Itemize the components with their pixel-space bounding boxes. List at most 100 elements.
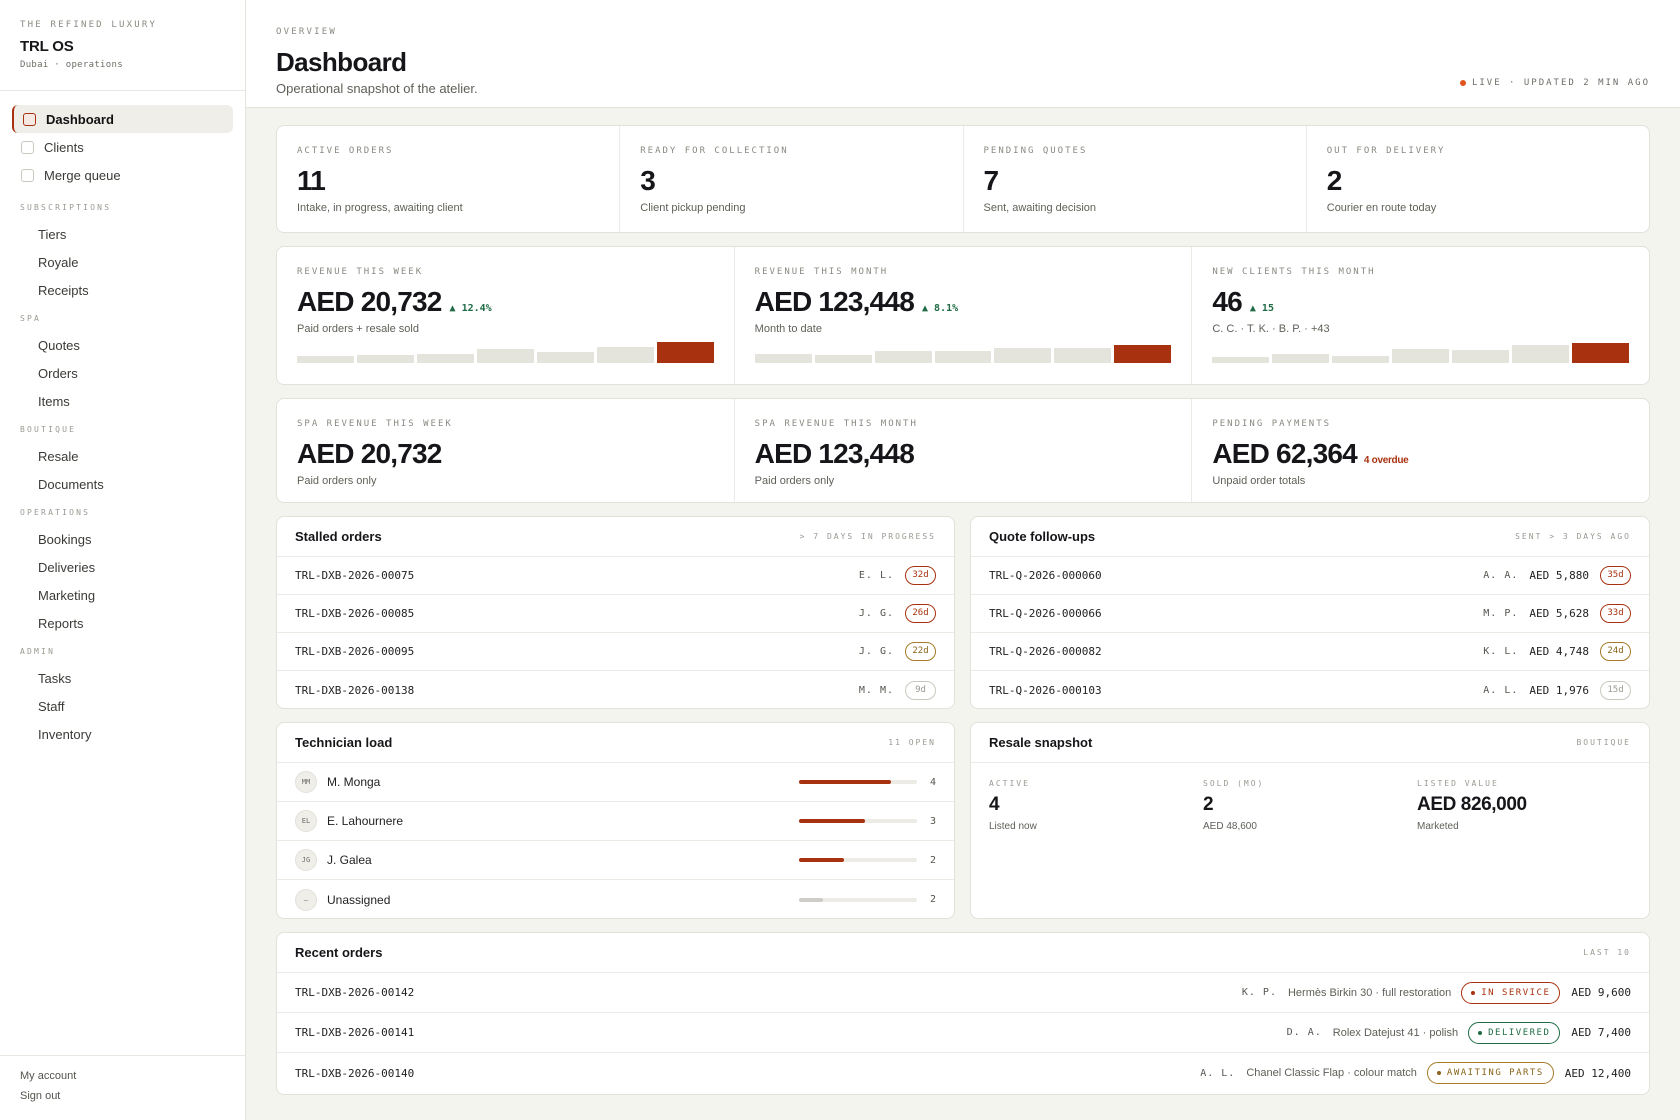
technician-name: Unassigned: [327, 892, 391, 907]
order-stats-card: ACTIVE ORDERS 11 Intake, in progress, aw…: [276, 125, 1650, 233]
technician-name: E. Lahournere: [327, 814, 404, 828]
table-row[interactable]: TRL-Q-2026-000082 K. L. AED 4,748 24d: [971, 633, 1649, 671]
quote-amount: AED 5,880: [1529, 569, 1589, 582]
stat-out-for-delivery[interactable]: OUT FOR DELIVERY 2 Courier en route toda…: [1307, 126, 1649, 232]
stat-value: 46 ▲ 15: [1212, 286, 1629, 318]
sidebar-item-reports[interactable]: Reports: [38, 615, 84, 631]
technician-row[interactable]: MM M. Monga 4: [277, 763, 954, 802]
sidebar-item-label: Clients: [44, 139, 84, 155]
sidebar-item-royale[interactable]: Royale: [38, 254, 79, 270]
stat-label: NEW CLIENTS THIS MONTH: [1212, 267, 1376, 277]
revenue-card: REVENUE THIS WEEK AED 20,732 ▲ 12.4% Pai…: [276, 246, 1650, 385]
age-badge: 9d: [905, 680, 936, 700]
sidebar-item-deliveries[interactable]: Deliveries: [38, 559, 96, 575]
brand-name[interactable]: TRL OS: [20, 38, 74, 55]
stat-label: PENDING QUOTES: [983, 146, 1088, 156]
load-bar-fill: [799, 819, 866, 823]
stat-pending-quotes[interactable]: PENDING QUOTES 7 Sent, awaiting decision: [964, 126, 1307, 232]
order-amount: AED 7,400: [1571, 1026, 1631, 1039]
sparkline-bar: [1212, 357, 1270, 363]
nav-top-block: Dashboard Clients Merge queue: [0, 105, 245, 189]
table-row[interactable]: TRL-Q-2026-000060 A. A. AED 5,880 35d: [971, 557, 1649, 595]
table-row[interactable]: TRL-DXB-2026-00141 D. A. Rolex Datejust …: [277, 1013, 1649, 1053]
technician-row[interactable]: – Unassigned 2: [277, 880, 954, 919]
status-dot-icon: [1436, 1071, 1441, 1075]
table-row[interactable]: TRL-Q-2026-000103 A. L. AED 1,976 15d: [971, 671, 1649, 709]
sidebar-item-inventory[interactable]: Inventory: [38, 726, 92, 742]
order-id: TRL-DXB-2026-00141: [295, 1026, 415, 1039]
brand-subtitle: Dubai · operations: [20, 60, 123, 70]
square-icon: [21, 168, 34, 182]
table-row[interactable]: TRL-Q-2026-000066 M. P. AED 5,628 33d: [971, 595, 1649, 633]
stat-new-clients[interactable]: NEW CLIENTS THIS MONTH 46 ▲ 15 C. C. · T…: [1192, 247, 1649, 384]
stat-value: 11: [297, 165, 326, 196]
client-initials: M. P.: [1483, 608, 1519, 619]
sidebar-item-tasks[interactable]: Tasks: [38, 670, 72, 686]
sidebar-item-bookings[interactable]: Bookings: [38, 531, 92, 547]
table-row[interactable]: TRL-DXB-2026-00085 J. G. 26d: [277, 595, 954, 633]
sign-out-link[interactable]: Sign out: [20, 1090, 61, 1102]
sidebar-item-marketing[interactable]: Marketing: [38, 587, 96, 603]
stat-note: Intake, in progress, awaiting client: [297, 202, 463, 214]
stat-revenue-month[interactable]: REVENUE THIS MONTH AED 123,448 ▲ 8.1% Mo…: [735, 247, 1193, 384]
stat-pending-payments[interactable]: PENDING PAYMENTS AED 62,364 4 overdue Un…: [1192, 399, 1649, 502]
resale-metric-listed-value[interactable]: LISTED VALUE AED 826,000 Marketed: [1417, 779, 1631, 832]
page-eyebrow: OVERVIEW: [276, 27, 337, 37]
nav-section-label: SPA: [20, 314, 42, 323]
quote-id: TRL-Q-2026-000082: [989, 645, 1102, 658]
technician-row[interactable]: EL E. Lahournere 3: [277, 802, 954, 841]
sidebar-item-documents[interactable]: Documents: [38, 476, 104, 492]
status-dot-icon: [1478, 1030, 1483, 1035]
client-initials: K. P.: [1241, 987, 1277, 998]
resale-metric-sold[interactable]: SOLD (MO) 2 AED 48,600: [1203, 779, 1417, 832]
sidebar-item-dashboard[interactable]: Dashboard: [12, 105, 233, 133]
sidebar-item-staff[interactable]: Staff: [38, 698, 65, 714]
live-status-text: LIVE · UPDATED 2 MIN AGO: [1471, 78, 1650, 88]
stat-value-text: 46: [1212, 286, 1242, 317]
order-id: TRL-DXB-2026-00085: [295, 607, 415, 620]
order-id: TRL-DXB-2026-00075: [295, 569, 415, 582]
stat-label: SPA REVENUE THIS MONTH: [754, 419, 918, 429]
sidebar-item-items[interactable]: Items: [38, 393, 70, 409]
sparkline-bar: [934, 351, 992, 363]
sidebar-item-quotes[interactable]: Quotes: [38, 337, 80, 353]
table-row[interactable]: TRL-DXB-2026-00138 M. M. 9d: [277, 671, 954, 709]
stat-active-orders[interactable]: ACTIVE ORDERS 11 Intake, in progress, aw…: [277, 126, 621, 232]
stat-spa-revenue-month[interactable]: SPA REVENUE THIS MONTH AED 123,448 Paid …: [735, 399, 1193, 502]
sidebar-item-clients[interactable]: Clients: [12, 133, 233, 161]
stat-label: ACTIVE ORDERS: [297, 146, 394, 156]
quote-amount: AED 5,628: [1529, 607, 1589, 620]
overdue-badge: 4 overdue: [1363, 455, 1409, 466]
stat-value: AED 123,448: [754, 438, 915, 469]
sidebar-item-merge-queue[interactable]: Merge queue: [12, 161, 233, 189]
table-row[interactable]: TRL-DXB-2026-00142 K. P. Hermès Birkin 3…: [277, 973, 1649, 1013]
sidebar-item-receipts[interactable]: Receipts: [38, 282, 89, 298]
page-title: Dashboard: [276, 47, 407, 77]
resale-metric-active[interactable]: ACTIVE 4 Listed now: [989, 779, 1203, 832]
stat-note: Paid orders only: [754, 475, 835, 487]
sidebar-item-orders[interactable]: Orders: [38, 365, 78, 381]
nav-group-spa: SPA Quotes Orders Items: [0, 314, 245, 415]
panel-title: Quote follow-ups: [989, 529, 1096, 544]
stat-ready-for-collection[interactable]: READY FOR COLLECTION 3 Client pickup pen…: [620, 126, 964, 232]
table-row[interactable]: TRL-DXB-2026-00075 E. L. 32d: [277, 557, 954, 595]
avatar: –: [295, 888, 317, 911]
status-text: IN SERVICE: [1481, 987, 1551, 998]
sidebar-item-tiers[interactable]: Tiers: [38, 226, 67, 242]
stat-revenue-week[interactable]: REVENUE THIS WEEK AED 20,732 ▲ 12.4% Pai…: [277, 247, 735, 384]
sidebar-item-resale[interactable]: Resale: [38, 448, 79, 464]
stat-label: PENDING PAYMENTS: [1212, 419, 1332, 429]
resale-value: 4: [989, 794, 1000, 815]
table-row[interactable]: TRL-DXB-2026-00140 A. L. Chanel Classic …: [277, 1053, 1649, 1093]
table-row[interactable]: TRL-DXB-2026-00095 J. G. 22d: [277, 633, 954, 671]
stat-label: REVENUE THIS MONTH: [754, 267, 889, 277]
status-badge: DELIVERED: [1468, 1021, 1561, 1044]
my-account-link[interactable]: My account: [20, 1070, 77, 1082]
resale-note: Listed now: [989, 821, 1037, 832]
age-badge: 24d: [1600, 642, 1631, 661]
sparkline-bar: [416, 354, 474, 363]
stat-spa-revenue-week[interactable]: SPA REVENUE THIS WEEK AED 20,732 Paid or…: [277, 399, 735, 502]
stat-value-text: AED 123,448: [754, 286, 915, 317]
technician-row[interactable]: JG J. Galea 2: [277, 841, 954, 880]
sparkline-bar: [1114, 345, 1172, 363]
